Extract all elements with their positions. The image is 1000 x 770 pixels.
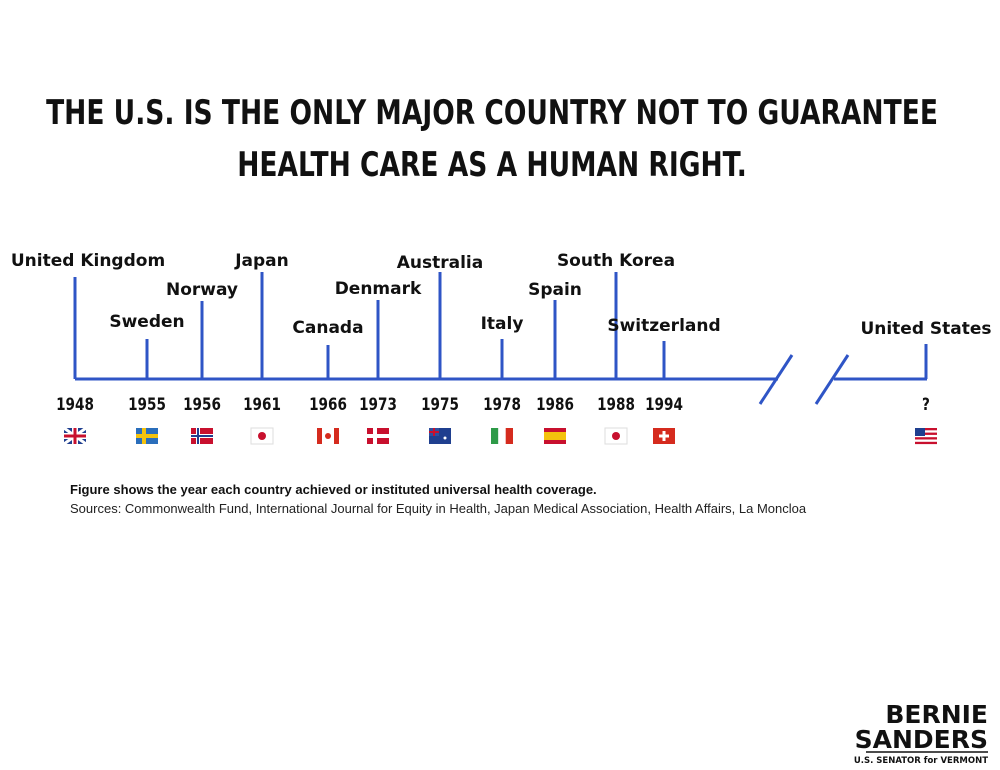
flag-part [443,436,447,440]
year-label: 1988 [597,395,635,415]
flag-part [612,432,620,440]
flag-part [915,428,925,436]
flag [604,427,628,445]
flag [136,428,158,444]
flag-part [915,428,937,431]
sources: Sources: Commonwealth Fund, Internationa… [70,501,807,516]
flag-part [498,428,506,444]
flag-part [915,441,937,445]
title-line: THE U.S. IS THE ONLY MAJOR COUNTRY NOT T… [46,94,938,133]
country-label: United States [860,319,991,339]
flag-part [505,428,513,444]
flag-part [317,428,322,444]
flag-part [136,434,158,438]
flag-part [64,434,86,438]
flag [367,428,389,444]
year-label: 1948 [56,395,94,415]
flag-part [250,427,274,445]
country-label: Norway [166,280,238,300]
flag-part [191,435,213,437]
footnote: Figure shows the year each country achie… [70,482,597,497]
country-label: United Kingdom [11,251,165,271]
flag [544,428,566,444]
flag [191,428,213,444]
flag-part [544,432,566,440]
events: United Kingdom 1948 Sweden 1955 Norway 1956 Ja… [11,251,992,446]
country-label: Canada [292,318,363,338]
country-label: Switzerland [607,316,720,336]
flag-part [604,427,628,445]
year-label: 1955 [128,395,166,415]
country-label: Sweden [109,312,184,332]
country-label: Italy [481,314,524,334]
flag-part [915,437,937,440]
logo-text: SANDERS [855,725,988,754]
flag-part [325,433,331,439]
axis-break [758,354,794,405]
title-line: HEALTH CARE AS A HUMAN RIGHT. [237,146,747,185]
country-label: Denmark [335,279,422,299]
year-label: 1994 [645,395,683,415]
flag [653,428,675,444]
flag-part [491,428,499,444]
flag-part [367,434,389,438]
flag-part [334,428,339,444]
year-label: 1975 [421,395,459,415]
flag [317,428,339,444]
year-label: ? [922,395,930,415]
year-label: 1986 [536,395,574,415]
year-label: 1956 [183,395,221,415]
country-label: Japan [234,251,289,271]
flag [915,428,937,445]
flag [429,428,451,444]
year-label: 1966 [309,395,347,415]
logo-text: U.S. SENATOR for VERMONT [854,756,988,766]
flag [63,426,87,446]
country-label: Spain [528,280,582,300]
flag-part [258,432,266,440]
flag [491,428,513,444]
flag-part [915,432,937,435]
year-label: 1961 [243,395,281,415]
flag [250,427,274,445]
axis-break [814,354,850,405]
logo-text: BERNIE [885,700,988,729]
flag-part [659,434,669,438]
country-label: South Korea [557,251,675,271]
country-label: Australia [397,253,484,273]
axis [75,354,927,405]
year-label: 1973 [359,395,397,415]
year-label: 1978 [483,395,521,415]
